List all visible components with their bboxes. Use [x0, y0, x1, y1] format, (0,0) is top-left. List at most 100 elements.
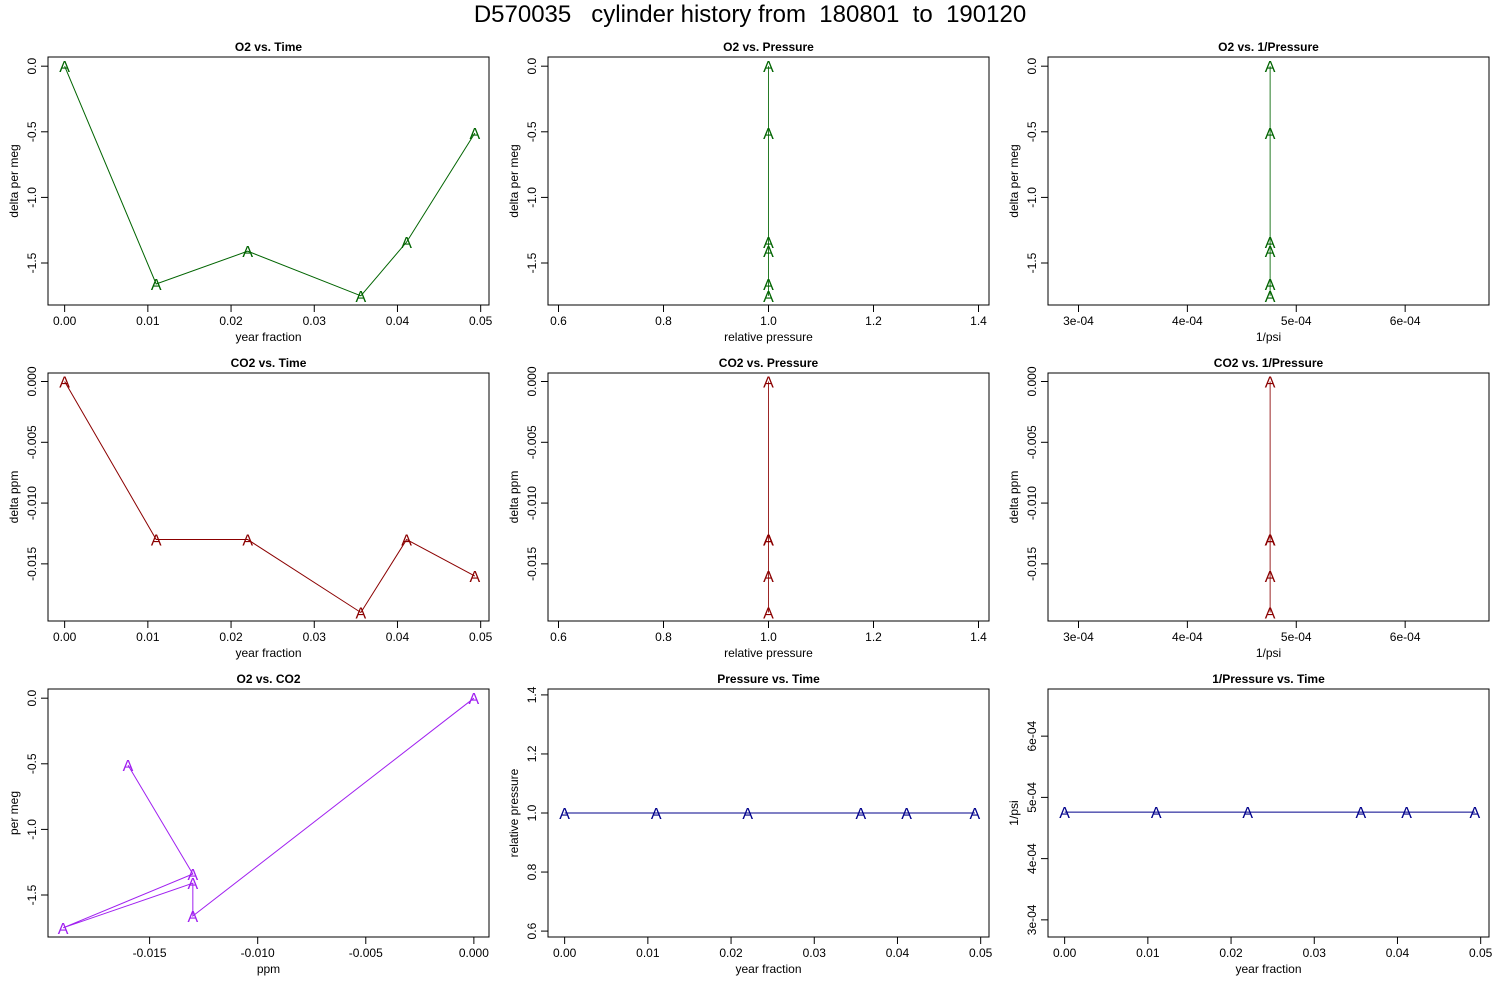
data-point-marker: A [763, 533, 774, 550]
data-point-marker: A [763, 605, 774, 622]
x-tick-label: 0.03 [803, 946, 827, 960]
plot-frame [547, 688, 990, 938]
data-point-marker: A [188, 876, 199, 893]
y-tick-label: -1.5 [25, 884, 39, 905]
y-axis-label: delta per meg [507, 144, 521, 217]
data-point-marker: A [1151, 805, 1162, 822]
x-tick-label: 5e-04 [1281, 314, 1312, 328]
y-tick-label: -0.010 [525, 486, 539, 520]
y-tick-label: -1.5 [525, 252, 539, 273]
x-tick-label: -0.015 [133, 946, 167, 960]
data-point-marker: A [401, 533, 412, 550]
x-tick-label: 0.03 [303, 314, 327, 328]
x-tick-label: 0.04 [886, 946, 910, 960]
data-point-marker: A [58, 921, 69, 938]
data-point-marker: A [1242, 805, 1253, 822]
data-point-marker: A [1265, 244, 1276, 261]
y-axis-label: relative pressure [507, 768, 521, 857]
x-tick-label: 5e-04 [1281, 630, 1312, 644]
x-axis-label: relative pressure [724, 330, 813, 344]
y-tick-label: -0.005 [525, 425, 539, 459]
y-axis-label: delta ppm [7, 471, 21, 524]
data-point-marker: A [188, 909, 199, 926]
x-tick-label: 0.01 [136, 630, 160, 644]
y-tick-label: -0.010 [1025, 486, 1039, 520]
data-point-marker: A [1265, 235, 1276, 252]
y-tick-label: -1.0 [1025, 187, 1039, 208]
y-tick-label: -0.015 [25, 547, 39, 581]
x-tick-label: 0.6 [550, 630, 567, 644]
data-point-marker: A [559, 806, 570, 823]
x-axis-label: ppm [257, 962, 280, 976]
x-tick-label: 0.00 [53, 630, 77, 644]
x-tick-label: 0.00 [1053, 946, 1077, 960]
data-point-marker: A [242, 244, 253, 261]
data-point-marker: A [151, 277, 162, 294]
data-point-marker: A [469, 691, 480, 708]
data-point-marker: A [1265, 533, 1276, 550]
y-tick-label: 4e-04 [1025, 843, 1039, 874]
series-line [64, 65, 476, 297]
x-tick-label: 6e-04 [1390, 630, 1421, 644]
y-tick-label: 0.000 [525, 366, 539, 396]
y-tick-label: 5e-04 [1025, 782, 1039, 813]
x-axis-label: year fraction [235, 330, 301, 344]
y-tick-label: -1.0 [25, 819, 39, 840]
x-tick-label: 0.01 [636, 946, 660, 960]
x-tick-label: 0.8 [655, 314, 672, 328]
page-title: D570035 cylinder history from 180801 to … [473, 1, 1027, 28]
y-axis-label: delta ppm [1007, 471, 1021, 524]
data-point-marker: A [59, 375, 70, 392]
data-point-marker: A [901, 806, 912, 823]
x-axis-label: year fraction [1235, 962, 1301, 976]
data-point-marker: A [242, 533, 253, 550]
x-axis-label: 1/psi [1256, 330, 1281, 344]
data-point-marker: A [763, 289, 774, 306]
y-axis-label: delta per meg [1007, 144, 1021, 217]
y-tick-label: 1.2 [525, 745, 539, 762]
x-tick-label: 1.4 [970, 630, 987, 644]
x-tick-label: 0.8 [655, 630, 672, 644]
x-tick-label: 0.02 [1219, 946, 1243, 960]
plot-frame [47, 56, 490, 306]
data-point-marker: A [763, 126, 774, 143]
y-tick-label: -0.010 [25, 486, 39, 520]
x-tick-label: 3e-04 [1063, 314, 1094, 328]
x-tick-label: 4e-04 [1172, 630, 1203, 644]
x-tick-label: 0.00 [53, 314, 77, 328]
y-tick-label: -0.015 [525, 547, 539, 581]
y-axis-label: delta ppm [507, 471, 521, 524]
y-tick-label: 0.6 [525, 922, 539, 939]
data-point-marker: A [356, 605, 367, 622]
data-point-marker: A [1265, 375, 1276, 392]
chart-title: CO2 vs. Pressure [719, 356, 819, 370]
data-point-marker: A [1265, 277, 1276, 294]
x-tick-label: 1.2 [865, 314, 882, 328]
y-tick-label: 0.0 [1025, 58, 1039, 75]
plot-frame [547, 56, 990, 306]
x-tick-label: 0.01 [136, 314, 160, 328]
data-point-marker: A [763, 59, 774, 76]
data-point-marker: A [470, 569, 481, 586]
data-point-marker: A [1401, 805, 1412, 822]
data-point-marker: A [1059, 805, 1070, 822]
x-axis-label: year fraction [735, 962, 801, 976]
data-point-marker: A [470, 126, 481, 143]
y-tick-label: -0.005 [25, 425, 39, 459]
chart-title: Pressure vs. Time [717, 672, 820, 686]
x-tick-label: 0.000 [459, 946, 489, 960]
data-point-marker: A [970, 806, 981, 823]
x-tick-label: 6e-04 [1390, 314, 1421, 328]
y-tick-label: 3e-04 [1025, 904, 1039, 935]
data-point-marker: A [651, 806, 662, 823]
y-axis-label: delta per meg [7, 144, 21, 217]
chart-title: CO2 vs. 1/Pressure [1214, 356, 1324, 370]
y-tick-label: -0.5 [25, 121, 39, 142]
chart-title: O2 vs. Time [235, 40, 302, 54]
